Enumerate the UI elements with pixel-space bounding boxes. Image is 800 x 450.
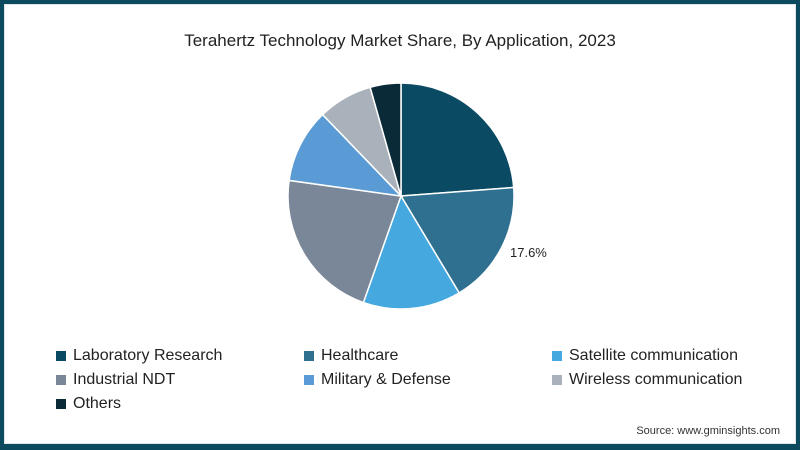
legend-swatch xyxy=(56,375,66,385)
legend-item-wireless-communication: Wireless communication xyxy=(552,371,742,389)
healthcare-value-label: 17.6% xyxy=(510,245,547,260)
pie-slice-others xyxy=(369,82,402,197)
legend-swatch xyxy=(56,399,66,409)
legend-item-healthcare: Healthcare xyxy=(304,347,398,365)
legend-item-industrial-ndt: Industrial NDT xyxy=(56,371,175,389)
chart-title: Terahertz Technology Market Share, By Ap… xyxy=(184,31,616,50)
pie-slice-healthcare xyxy=(399,186,515,294)
source-note: Source: www.gminsights.com xyxy=(636,425,780,437)
legend-swatch xyxy=(304,351,314,361)
legend-item-satellite-communication: Satellite communication xyxy=(552,347,738,365)
pie-slice-satellite-communication xyxy=(362,194,461,310)
pie-slice-military-defense xyxy=(288,113,404,198)
legend-swatch xyxy=(552,375,562,385)
legend-item-military-defense: Military & Defense xyxy=(304,371,451,389)
legend-swatch xyxy=(56,351,66,361)
legend-item-laboratory-research: Laboratory Research xyxy=(56,347,222,365)
legend-swatch xyxy=(552,351,562,361)
pie-slice-industrial-ndt xyxy=(287,179,403,304)
legend-swatch xyxy=(304,375,314,385)
legend-item-others: Others xyxy=(56,395,121,413)
pie-slice-laboratory-research xyxy=(400,82,515,197)
